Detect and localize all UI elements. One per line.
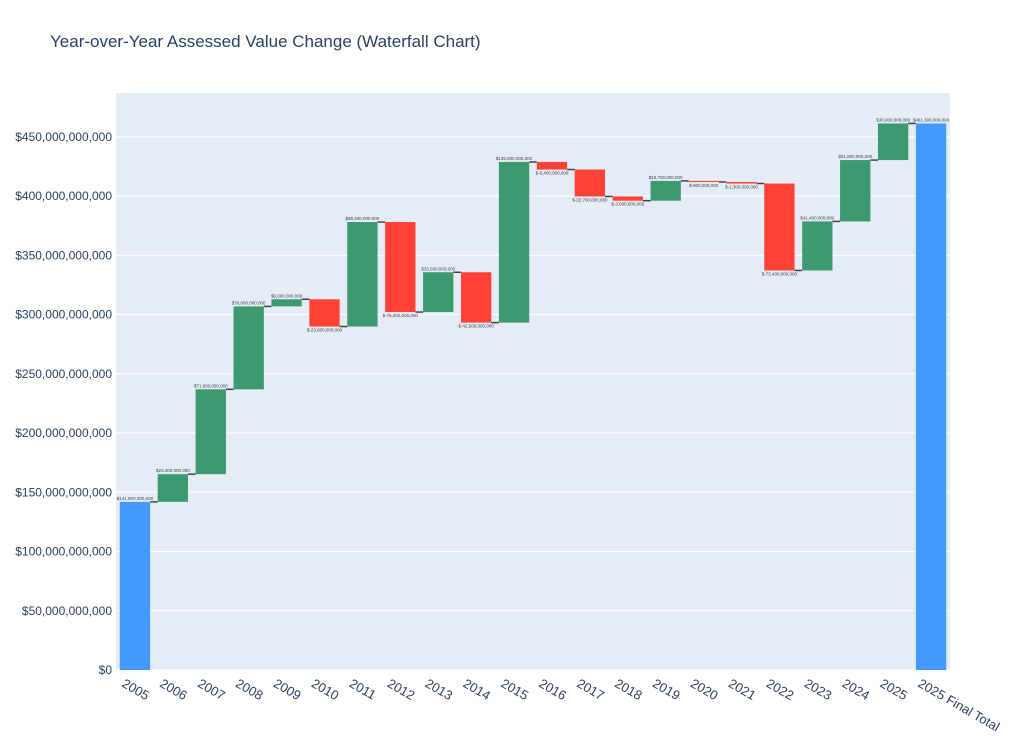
value-label: $-76,000,000,000 [383, 313, 419, 318]
bar [877, 123, 909, 161]
bar [840, 160, 871, 222]
value-label: $-42,500,000,000 [458, 324, 494, 329]
x-tick-label: 2010 [309, 676, 342, 703]
value-label: $-1,300,000,000 [725, 185, 758, 190]
value-label: $6,000,000,000 [271, 293, 303, 298]
bar [536, 161, 568, 170]
x-tick-label: 2019 [650, 676, 683, 703]
bar [460, 272, 492, 323]
value-label: $51,800,000,000 [838, 154, 872, 159]
bar [423, 272, 454, 313]
bar [764, 183, 795, 271]
x-tick-label: 2025 Final Total [916, 676, 1003, 735]
x-tick-label: 2014 [461, 676, 494, 703]
y-tick-label: $200,000,000,000 [15, 426, 112, 440]
y-tick-label: $150,000,000,000 [15, 485, 112, 499]
bar [726, 181, 757, 184]
bar [612, 196, 643, 201]
x-tick-label: 2018 [612, 676, 645, 703]
x-tick-label: 2005 [119, 676, 152, 703]
x-tick-label: 2016 [536, 676, 569, 703]
value-label: $88,200,000,000 [346, 216, 380, 221]
value-label: $-900,000,000 [689, 183, 719, 188]
chart-title: Year-over-Year Assessed Value Change (Wa… [50, 32, 481, 51]
value-label: $-73,400,000,000 [762, 271, 798, 276]
x-tick-label: 2009 [271, 676, 304, 703]
bar [195, 389, 226, 475]
bar [271, 299, 302, 307]
bar [233, 306, 264, 390]
value-label: $33,600,000,000 [421, 266, 455, 271]
x-tick-label: 2013 [423, 676, 456, 703]
bar [309, 299, 340, 327]
bar [498, 161, 530, 323]
bar [650, 180, 681, 201]
value-label: $-6,400,000,000 [536, 171, 569, 176]
bar [347, 222, 378, 327]
value-label: $41,400,000,000 [800, 215, 834, 220]
value-label: $135,600,000,000 [496, 156, 533, 161]
x-tick-label: 2024 [840, 676, 873, 703]
y-tick-label: $450,000,000,000 [15, 130, 112, 144]
y-tick-label: $0 [99, 663, 113, 677]
value-label: $30,900,000,000 [876, 117, 910, 122]
value-label: $70,000,000,000 [232, 300, 266, 305]
value-label: $-3,600,000,000 [611, 202, 644, 207]
bar [915, 123, 947, 671]
y-tick-label: $250,000,000,000 [15, 367, 112, 381]
y-tick-label: $400,000,000,000 [15, 189, 112, 203]
value-label: $-22,700,000,000 [572, 197, 608, 202]
bar [385, 222, 416, 313]
bar [688, 180, 719, 182]
value-label: $16,700,000,000 [649, 175, 683, 180]
value-label: $141,900,000,000 [117, 496, 154, 501]
x-tick-label: 2017 [574, 676, 607, 703]
bar [802, 221, 833, 271]
y-tick-label: $100,000,000,000 [15, 545, 112, 559]
x-tick-label: 2006 [157, 676, 190, 703]
bar [119, 501, 151, 670]
x-tick-label: 2011 [347, 676, 379, 703]
x-tick-label: 2020 [688, 676, 721, 703]
x-tick-label: 2008 [233, 676, 266, 703]
x-tick-label: 2022 [764, 676, 797, 703]
x-tick-label: 2025 [878, 676, 911, 703]
x-tick-label: 2021 [726, 676, 759, 703]
bar [157, 474, 189, 502]
value-label: $71,600,000,000 [194, 383, 228, 388]
value-label: $23,400,000,000 [156, 468, 190, 473]
y-tick-label: $50,000,000,000 [22, 604, 112, 618]
x-tick-label: 2015 [499, 676, 532, 703]
y-tick-label: $300,000,000,000 [15, 308, 112, 322]
value-label: $461,300,000,000 [913, 117, 950, 122]
x-tick-label: 2023 [802, 676, 835, 703]
bar [574, 169, 606, 197]
x-tick-label: 2007 [195, 676, 228, 703]
x-tick-label: 2012 [385, 676, 418, 703]
value-label: $-23,000,000,000 [307, 328, 343, 333]
y-tick-label: $350,000,000,000 [15, 248, 112, 262]
